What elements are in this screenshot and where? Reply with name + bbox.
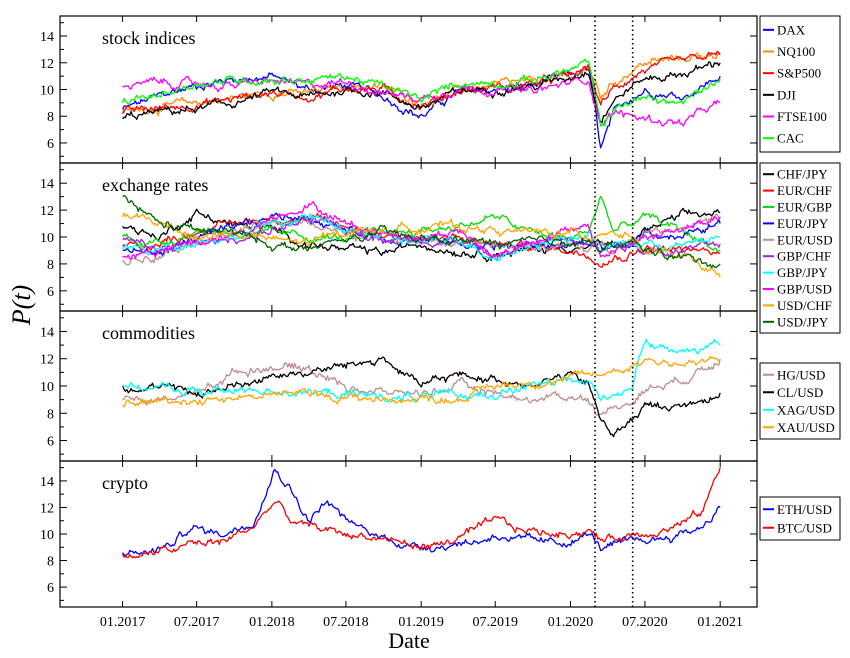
series-group <box>122 467 721 559</box>
panel-crypto: 6 8 10 12 14 crypto ETH/USD BTC/USD <box>40 460 841 608</box>
x-axis-label: Date <box>388 628 430 653</box>
x-tick-label: 01.2017 <box>100 615 146 630</box>
series-line-xau-usd <box>122 355 721 408</box>
series-line-cac <box>121 58 721 127</box>
series-line-btc-usd <box>122 467 721 559</box>
y-tick-label: 6 <box>47 285 54 300</box>
y-tick-label: 12 <box>40 501 54 516</box>
legend-label: EUR/CHF <box>777 183 832 198</box>
x-tick-label: 07.2018 <box>323 615 369 630</box>
panel-title: commodities <box>102 323 195 343</box>
y-tick-label: 8 <box>47 258 54 273</box>
legend-frame <box>759 496 841 541</box>
series-group <box>121 194 721 278</box>
legend-label: ETH/USD <box>777 502 832 517</box>
x-tick-label: 01.2021 <box>697 615 743 630</box>
legend: ETH/USD BTC/USD <box>759 496 841 541</box>
y-tick-label: 14 <box>40 325 54 340</box>
y-tick-label: 10 <box>40 380 54 395</box>
y-tick-label: 12 <box>40 57 54 72</box>
legend: DAX NQ100 S&P500 DJI FTSE100 CAC <box>759 15 841 153</box>
legend-label: GBP/USD <box>777 282 832 297</box>
y-tick-label: 8 <box>47 110 54 125</box>
legend-label: DJI <box>777 87 796 102</box>
series-line-eur-chf <box>122 212 721 268</box>
x-tick-label: 01.2018 <box>249 615 295 630</box>
y-axis-label: P(t) <box>7 285 36 326</box>
legend-label: BTC/USD <box>777 520 832 535</box>
y-tick-label: 14 <box>40 177 54 192</box>
series-group <box>121 50 721 149</box>
panel-title: stock indices <box>102 28 195 48</box>
legend: HG/USD CL/USD XAG/USD XAU/USD <box>759 362 841 440</box>
y-tick-label: 8 <box>47 407 54 422</box>
legend-label: FTSE100 <box>777 109 827 124</box>
legend-label: GBP/JPY <box>777 265 828 280</box>
series-line-ftse100 <box>122 75 721 127</box>
series-group <box>122 338 721 438</box>
x-tick-label: 01.2019 <box>398 615 444 630</box>
y-tick-label: 6 <box>47 581 54 596</box>
panel-stock-indices: 6 8 10 12 14 stock indices DAX NQ100 S&P500 DJI FT… <box>40 15 841 164</box>
legend-label: CAC <box>777 131 804 146</box>
panel-commodities: 6 8 10 12 14 commodities HG/USD CL/USD XAG/USD XA… <box>40 310 841 462</box>
x-tick-label: 07.2017 <box>174 615 220 630</box>
panel-title: exchange rates <box>102 175 208 195</box>
y-tick-label: 14 <box>40 475 54 490</box>
y-tick-label: 10 <box>40 84 54 99</box>
x-axis: 01.2017 07.2017 01.2018 07.2018 01.2019 07.20… <box>100 615 743 630</box>
legend-label: CHF/JPY <box>777 167 828 182</box>
series-line-gbp-usd <box>122 200 721 260</box>
legend-label: EUR/GBP <box>777 200 832 215</box>
legend-label: EUR/USD <box>777 232 833 247</box>
y-tick-label: 6 <box>47 137 54 152</box>
legend-label: DAX <box>777 22 806 37</box>
y-tick-label: 8 <box>47 555 54 570</box>
x-tick-label: 07.2019 <box>472 615 518 630</box>
legend-label: USD/JPY <box>777 314 829 329</box>
series-line-usd-chf <box>121 212 721 278</box>
y-tick-label: 6 <box>47 435 54 450</box>
legend-label: S&P500 <box>777 66 821 81</box>
series-line-dji <box>122 61 721 124</box>
legend-label: XAU/USD <box>777 420 835 435</box>
y-tick-label: 10 <box>40 231 54 246</box>
legend-label: CL/USD <box>777 385 823 400</box>
legend-label: EUR/JPY <box>777 216 829 231</box>
y-tick-label: 12 <box>40 353 54 368</box>
series-line-usd-jpy <box>122 194 721 269</box>
legend-label: USD/CHF <box>777 298 832 313</box>
legend-label: GBP/CHF <box>777 249 831 264</box>
series-line-xag-usd <box>122 338 721 403</box>
panels-group: 6 8 10 12 14 stock indices DAX NQ100 S&P500 DJI FT… <box>40 15 841 608</box>
panel-title: crypto <box>102 473 148 493</box>
y-tick-label: 14 <box>40 30 54 45</box>
y-tick-label: 12 <box>40 204 54 219</box>
legend-label: XAG/USD <box>777 402 835 417</box>
y-tick-label: 10 <box>40 528 54 543</box>
series-line-eur-jpy <box>122 212 721 256</box>
legend-frame <box>759 15 841 153</box>
legend-label: NQ100 <box>777 44 815 59</box>
x-tick-label: 07.2020 <box>622 615 668 630</box>
x-tick-label: 01.2020 <box>548 615 594 630</box>
legend-label: HG/USD <box>777 367 825 382</box>
